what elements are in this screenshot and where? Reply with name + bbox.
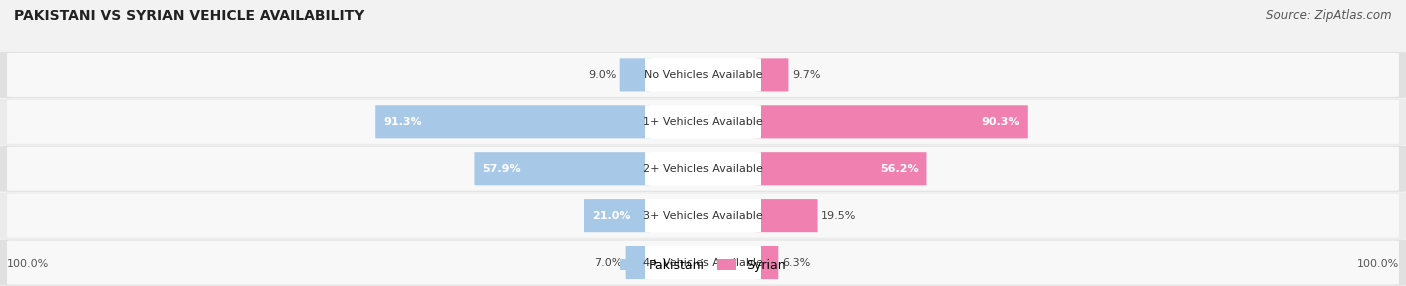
- FancyBboxPatch shape: [755, 246, 779, 279]
- FancyBboxPatch shape: [755, 58, 789, 92]
- FancyBboxPatch shape: [645, 199, 761, 232]
- Text: No Vehicles Available: No Vehicles Available: [644, 70, 762, 80]
- Text: Source: ZipAtlas.com: Source: ZipAtlas.com: [1267, 9, 1392, 21]
- Text: 100.0%: 100.0%: [7, 259, 49, 269]
- FancyBboxPatch shape: [645, 152, 761, 185]
- FancyBboxPatch shape: [0, 240, 1406, 285]
- FancyBboxPatch shape: [620, 58, 651, 92]
- Text: 100.0%: 100.0%: [1357, 259, 1399, 269]
- FancyBboxPatch shape: [755, 105, 1028, 138]
- Text: 91.3%: 91.3%: [382, 117, 422, 127]
- Text: 1+ Vehicles Available: 1+ Vehicles Available: [643, 117, 763, 127]
- Text: 6.3%: 6.3%: [782, 258, 810, 267]
- Text: 57.9%: 57.9%: [482, 164, 520, 174]
- FancyBboxPatch shape: [474, 152, 651, 185]
- Legend: Pakistani, Syrian: Pakistani, Syrian: [616, 254, 790, 277]
- FancyBboxPatch shape: [0, 146, 1406, 192]
- FancyBboxPatch shape: [755, 152, 927, 185]
- FancyBboxPatch shape: [755, 199, 817, 232]
- Text: 21.0%: 21.0%: [592, 211, 630, 221]
- FancyBboxPatch shape: [0, 193, 1406, 239]
- FancyBboxPatch shape: [583, 199, 651, 232]
- FancyBboxPatch shape: [645, 246, 761, 279]
- FancyBboxPatch shape: [0, 99, 1406, 145]
- FancyBboxPatch shape: [375, 105, 651, 138]
- FancyBboxPatch shape: [7, 100, 1399, 144]
- Text: 3+ Vehicles Available: 3+ Vehicles Available: [643, 211, 763, 221]
- FancyBboxPatch shape: [626, 246, 651, 279]
- FancyBboxPatch shape: [7, 147, 1399, 191]
- Text: 9.0%: 9.0%: [588, 70, 616, 80]
- Text: 9.7%: 9.7%: [792, 70, 821, 80]
- Text: 2+ Vehicles Available: 2+ Vehicles Available: [643, 164, 763, 174]
- Text: 19.5%: 19.5%: [821, 211, 856, 221]
- FancyBboxPatch shape: [0, 52, 1406, 98]
- Text: PAKISTANI VS SYRIAN VEHICLE AVAILABILITY: PAKISTANI VS SYRIAN VEHICLE AVAILABILITY: [14, 9, 364, 23]
- FancyBboxPatch shape: [7, 53, 1399, 97]
- Text: 7.0%: 7.0%: [593, 258, 621, 267]
- FancyBboxPatch shape: [645, 58, 761, 92]
- FancyBboxPatch shape: [7, 194, 1399, 238]
- FancyBboxPatch shape: [7, 241, 1399, 285]
- FancyBboxPatch shape: [645, 105, 761, 138]
- Text: 56.2%: 56.2%: [880, 164, 918, 174]
- Text: 90.3%: 90.3%: [981, 117, 1021, 127]
- Text: 4+ Vehicles Available: 4+ Vehicles Available: [643, 258, 763, 267]
